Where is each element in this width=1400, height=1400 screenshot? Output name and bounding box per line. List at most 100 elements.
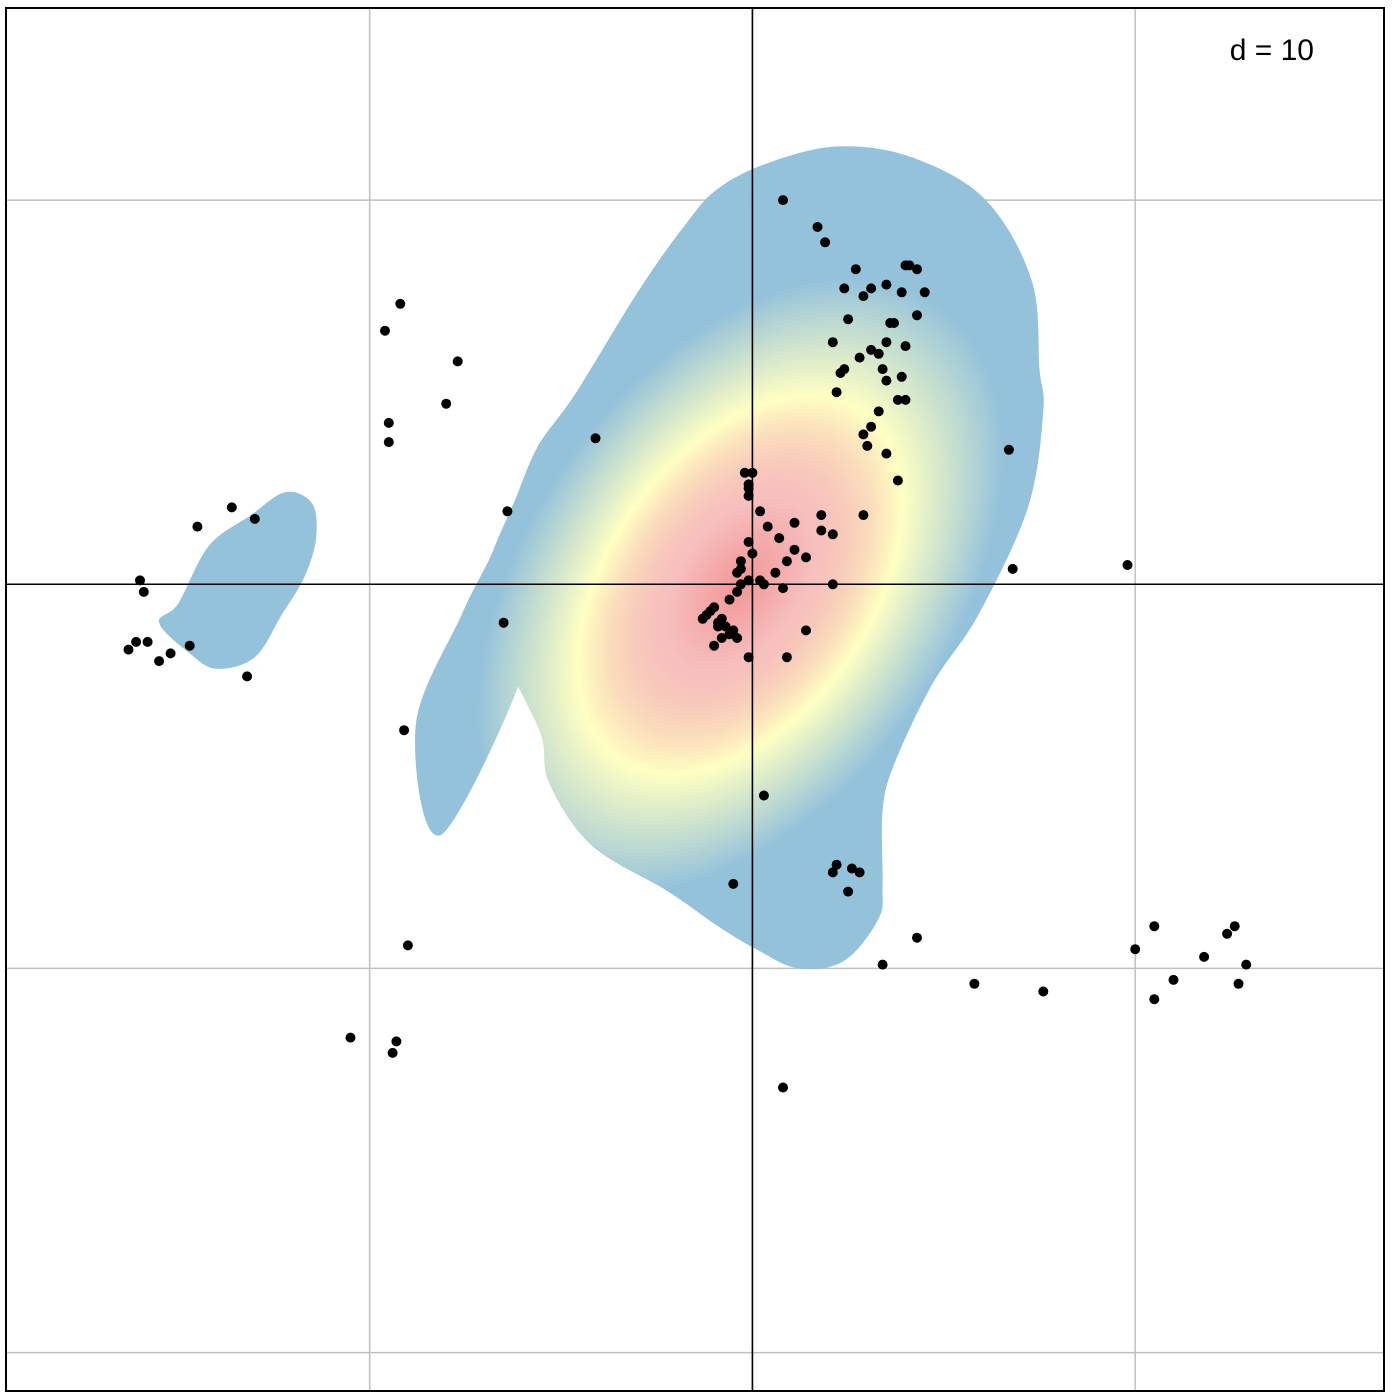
- data-point: [820, 237, 831, 248]
- data-point: [770, 567, 781, 578]
- data-point: [896, 287, 907, 298]
- density-region-1: [158, 491, 317, 669]
- data-point: [846, 863, 857, 874]
- data-point: [877, 364, 888, 375]
- data-point: [345, 1032, 356, 1043]
- data-point: [892, 394, 903, 405]
- data-point: [774, 533, 785, 544]
- data-point: [912, 264, 922, 275]
- data-point: [850, 264, 861, 275]
- data-point: [881, 448, 892, 459]
- data-points: [123, 195, 1252, 1093]
- data-point: [900, 341, 911, 352]
- data-point: [743, 490, 754, 501]
- data-point: [881, 375, 892, 386]
- data-point: [743, 652, 754, 663]
- data-point: [399, 725, 410, 736]
- data-point: [969, 978, 980, 989]
- data-point: [380, 325, 390, 336]
- axis-lines: [6, 8, 1384, 1391]
- data-point: [858, 429, 869, 440]
- data-point: [873, 406, 884, 417]
- data-point: [135, 575, 145, 586]
- data-point: [142, 636, 153, 647]
- data-point: [705, 606, 716, 617]
- data-point: [816, 525, 827, 536]
- data-point: [732, 567, 743, 578]
- data-point: [131, 636, 142, 647]
- data-point: [866, 344, 877, 355]
- data-point: [502, 506, 513, 517]
- data-point: [590, 433, 601, 444]
- data-point: [900, 394, 911, 405]
- data-point: [1149, 994, 1160, 1005]
- data-point: [452, 356, 463, 367]
- data-point: [735, 556, 746, 567]
- data-point: [912, 932, 922, 943]
- data-point: [873, 348, 884, 359]
- data-point: [1149, 921, 1160, 932]
- data-point: [778, 1082, 788, 1093]
- data-point: [801, 625, 811, 636]
- data-point: [843, 886, 854, 897]
- data-point: [441, 398, 452, 409]
- data-point: [755, 506, 766, 517]
- data-point: [735, 579, 746, 590]
- data-point: [123, 644, 134, 655]
- data-point: [881, 279, 892, 290]
- data-point: [778, 195, 788, 206]
- data-point: [789, 544, 800, 555]
- data-point: [896, 371, 907, 382]
- density-regions: [158, 146, 1044, 970]
- data-point: [831, 859, 842, 870]
- data-point: [1168, 974, 1179, 985]
- data-point: [249, 513, 260, 524]
- data-point: [716, 633, 727, 643]
- data-point: [402, 940, 413, 951]
- data-point: [697, 613, 708, 624]
- data-point: [1241, 959, 1252, 970]
- data-point: [854, 867, 865, 878]
- data-point: [858, 510, 869, 521]
- data-point: [739, 467, 750, 478]
- data-point: [816, 510, 827, 521]
- data-point: [778, 583, 788, 594]
- data-point: [827, 529, 838, 540]
- plot-frame: [5, 7, 1385, 1392]
- data-point: [747, 548, 758, 559]
- data-point: [732, 633, 743, 643]
- data-point: [165, 648, 176, 659]
- data-point: [720, 621, 731, 632]
- data-point: [892, 475, 903, 486]
- data-point: [387, 1047, 398, 1058]
- data-point: [732, 586, 743, 597]
- data-point: [154, 656, 165, 667]
- data-point: [713, 617, 723, 628]
- data-point: [866, 283, 877, 294]
- data-point: [781, 556, 792, 567]
- data-point: [843, 314, 854, 325]
- data-point: [1130, 944, 1141, 955]
- data-point: [762, 521, 773, 532]
- data-point: [801, 552, 811, 563]
- data-point: [827, 337, 838, 348]
- data-point: [889, 318, 899, 328]
- data-point: [226, 502, 237, 513]
- data-point: [781, 652, 792, 663]
- data-point: [862, 440, 873, 451]
- density-region-0: [415, 146, 1044, 970]
- data-point: [728, 878, 739, 889]
- data-point: [743, 483, 754, 494]
- data-point: [812, 222, 823, 232]
- data-point: [1222, 928, 1233, 939]
- data-point: [1038, 986, 1049, 997]
- data-point: [919, 287, 930, 298]
- data-point: [831, 387, 842, 398]
- data-point: [1122, 560, 1133, 570]
- data-point: [743, 575, 754, 586]
- data-point: [858, 291, 869, 302]
- data-point: [866, 421, 877, 432]
- data-point: [743, 537, 754, 547]
- data-point: [724, 629, 735, 640]
